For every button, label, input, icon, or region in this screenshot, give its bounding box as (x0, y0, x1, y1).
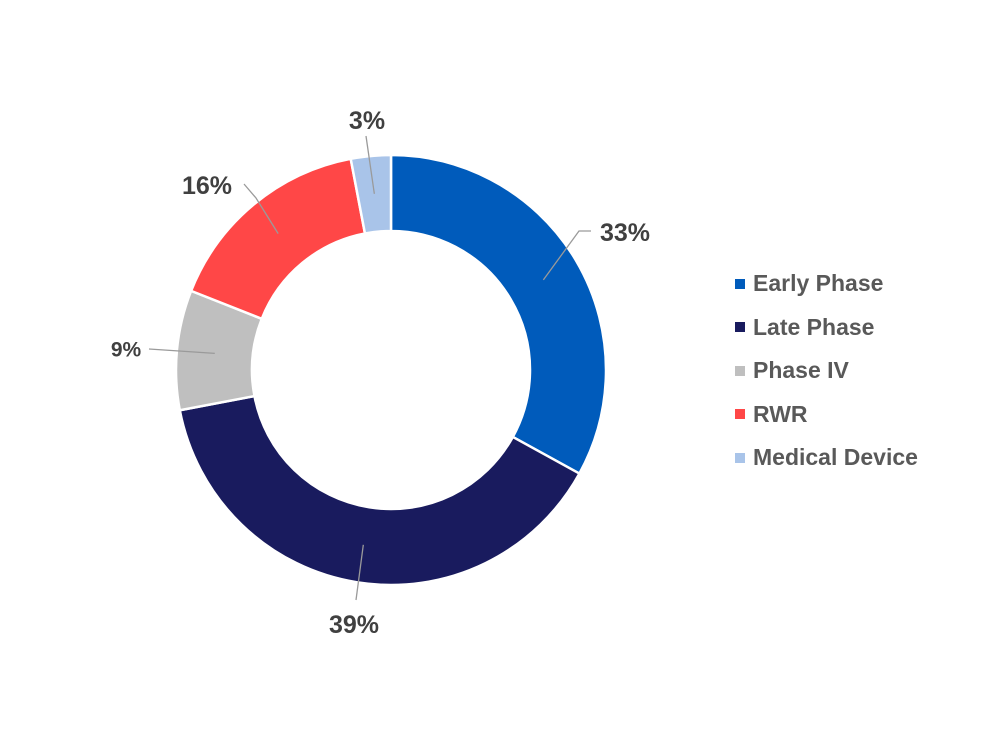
legend-item-early-phase: Early Phase (735, 269, 918, 298)
legend-label: Late Phase (753, 313, 875, 340)
leader-line-early-phase (542, 230, 591, 281)
slice-late-phase (178, 394, 582, 587)
legend-item-rwr: RWR (735, 400, 918, 429)
donut-slices (174, 153, 608, 587)
legend-label: Medical Device (753, 444, 918, 471)
legend-swatch (735, 322, 745, 333)
data-label-phase-iv: 9% (111, 339, 142, 362)
leader-line-phase-iv (148, 348, 215, 354)
chart-legend: Early Phase Late Phase Phase IV RWR Medical … (735, 269, 918, 487)
slice-medical-device (349, 153, 393, 235)
legend-swatch (735, 452, 745, 463)
legend-item-phase-iv: Phase IV (735, 356, 918, 385)
slice-early-phase (389, 153, 608, 476)
legend-label: RWR (753, 400, 808, 427)
data-label-medical-device: 3% (349, 107, 385, 135)
data-label-rwr: 16% (182, 172, 232, 200)
legend-item-late-phase: Late Phase (735, 313, 918, 342)
legend-swatch (735, 409, 745, 420)
data-label-early-phase: 33% (600, 219, 650, 247)
data-labels: 33% 39% 9% 16% 3% (111, 107, 650, 639)
leader-line-late-phase (355, 544, 364, 601)
legend-swatch (735, 365, 745, 376)
legend-label: Phase IV (753, 357, 849, 384)
legend-label: Early Phase (753, 270, 884, 296)
leader-line-medical-device (365, 135, 375, 194)
data-label-late-phase: 39% (329, 611, 379, 639)
leader-line-rwr (243, 183, 279, 234)
legend-item-medical-device: Medical Device (735, 443, 918, 472)
legend-swatch (735, 278, 745, 289)
leader-lines (148, 135, 591, 601)
